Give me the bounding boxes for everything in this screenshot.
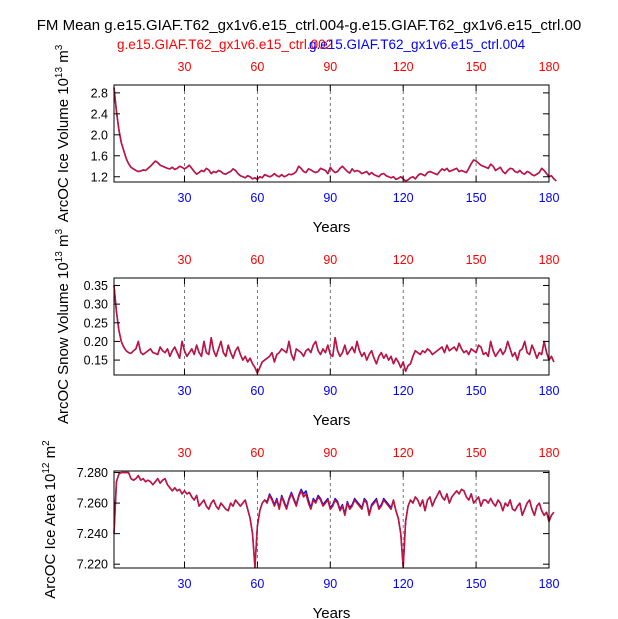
y-axis-label-part: 13: [54, 251, 65, 263]
ytick-label: 0.20: [84, 335, 108, 349]
xtick-label-bottom: 90: [323, 577, 337, 591]
legend-entry-ctrl-002: g.e15.GIAF.T62_gx1v6.e15_ctrl.002: [117, 37, 333, 52]
y-axis-label-part: 2: [41, 440, 52, 446]
ytick-label: 2.4: [91, 107, 108, 121]
ytick-label: 7.220: [77, 558, 108, 572]
series-line-ctrl-002: [113, 87, 557, 182]
xtick-label-bottom: 180: [539, 384, 560, 398]
series-line-ctrl-004: [113, 471, 555, 568]
xtick-label-bottom: 60: [250, 191, 264, 205]
xtick-label-top: 30: [178, 60, 192, 74]
ytick-label: 7.260: [77, 497, 108, 511]
ytick-label: 1.6: [91, 149, 108, 163]
xtick-label-bottom: 120: [393, 577, 414, 591]
xtick-label-top: 60: [250, 253, 264, 267]
y-axis-label-part: 3: [54, 229, 65, 235]
xtick-label-bottom: 120: [393, 191, 414, 205]
xtick-label-bottom: 150: [466, 384, 487, 398]
plot-frame: [113, 470, 550, 569]
x-axis-label: Years: [313, 605, 351, 619]
y-axis-label-part: ArcOC Snow Volume 10: [55, 262, 72, 424]
ytick-label: 2.0: [91, 128, 108, 142]
y-axis-label: ArcOC Snow Volume 1013 m3: [54, 229, 72, 425]
ytick-label: 0.30: [84, 298, 108, 312]
xtick-label-bottom: 90: [323, 191, 337, 205]
plot-frame: [113, 277, 550, 376]
y-axis-label-part: 12: [41, 462, 52, 474]
xtick-label-top: 150: [466, 446, 487, 460]
y-axis-label-part: 3: [54, 44, 65, 50]
xtick-label-bottom: 150: [466, 191, 487, 205]
xtick-label-top: 150: [466, 60, 487, 74]
xtick-label-top: 120: [393, 253, 414, 267]
figure-title: FM Mean g.e15.GIAF.T62_gx1v6.e15_ctrl.00…: [37, 17, 581, 34]
xtick-label-top: 180: [539, 446, 560, 460]
x-axis-label: Years: [313, 412, 351, 429]
xtick-label-bottom: 60: [250, 384, 264, 398]
y-axis-label: ArcOC Ice Area 1012 m2: [41, 440, 59, 599]
xtick-label-bottom: 180: [539, 191, 560, 205]
ytick-label: 0.35: [84, 279, 108, 293]
xtick-label-top: 150: [466, 253, 487, 267]
xtick-label-bottom: 90: [323, 384, 337, 398]
x-axis-label: Years: [313, 219, 351, 236]
xtick-label-top: 30: [178, 446, 192, 460]
chart-panel-ice-volume: 1.2 1.6 2.0 2.4 2.8 30 30 60 60 90 90 120 120 150 150 1…: [54, 44, 559, 236]
series-line-ctrl-002: [113, 285, 555, 374]
ytick-label: 0.25: [84, 316, 108, 330]
y-axis-label-part: 13: [54, 67, 65, 79]
plot-frame: [113, 84, 550, 183]
chart-panels: 1.2 1.6 2.0 2.4 2.8 30 30 60 60 90 90 120 120 150 150 1…: [41, 44, 559, 619]
xtick-label-top: 180: [539, 60, 560, 74]
xtick-label-top: 60: [250, 446, 264, 460]
series-line-ctrl-004: [113, 285, 555, 374]
ytick-label: 7.240: [77, 527, 108, 541]
y-axis-label-part: m: [55, 235, 72, 252]
ytick-label: 0.15: [84, 354, 108, 368]
xtick-label-top: 60: [250, 60, 264, 74]
xtick-label-top: 90: [323, 446, 337, 460]
legend-entry-ctrl-004: g.e15.GIAF.T62_gx1v6.e15_ctrl.004: [309, 37, 526, 52]
y-axis-label: ArcOC Ice Volume 1013 m3: [54, 44, 72, 222]
ytick-label: 1.2: [91, 170, 108, 184]
ytick-label: 2.8: [91, 86, 108, 100]
xtick-label-bottom: 180: [539, 577, 560, 591]
xtick-label-bottom: 150: [466, 577, 487, 591]
chart-panel-snow-volume: 0.15 0.20 0.25 0.30 0.35 30 30 60 60 90 90 120 120 15…: [54, 229, 559, 429]
ytick-label: 7.280: [77, 466, 108, 480]
y-axis-label-part: ArcOC Ice Area 10: [42, 474, 59, 599]
series-line-ctrl-002: [113, 471, 555, 569]
xtick-label-bottom: 30: [178, 577, 192, 591]
xtick-label-top: 120: [393, 446, 414, 460]
xtick-label-top: 90: [323, 253, 337, 267]
xtick-label-bottom: 120: [393, 384, 414, 398]
xtick-label-bottom: 30: [178, 191, 192, 205]
y-axis-label-part: m: [42, 446, 59, 463]
xtick-label-bottom: 60: [250, 577, 264, 591]
xtick-label-bottom: 30: [178, 384, 192, 398]
xtick-label-top: 30: [178, 253, 192, 267]
y-axis-label-part: ArcOC Ice Volume 10: [55, 78, 72, 222]
y-axis-label-part: m: [55, 50, 72, 67]
xtick-label-top: 180: [539, 253, 560, 267]
xtick-label-top: 90: [323, 60, 337, 74]
chart-panel-ice-area: 7.220 7.240 7.260 7.280 30 30 60 60 90 90 120 120 15…: [41, 440, 559, 619]
xtick-label-top: 120: [393, 60, 414, 74]
